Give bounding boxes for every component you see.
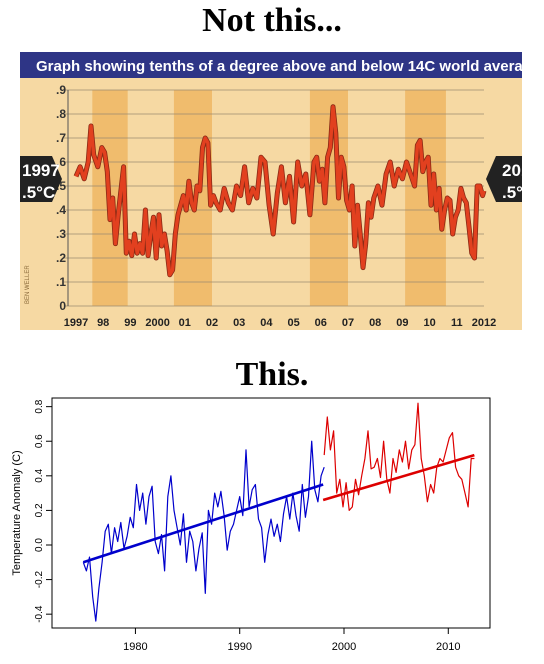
x-tick-label: 05 [287,317,299,329]
y-tick-label: .5 [56,179,66,193]
x-tick-label: 2010 [436,641,460,653]
y-tick-label: 0.4 [34,468,45,482]
left-marker-value: .5°C [22,183,55,202]
header-bar [20,52,522,78]
x-tick-label: 1990 [227,641,251,653]
x-tick-label: 2012 [472,317,496,329]
x-tick-label: 08 [369,317,381,329]
y-tick-label: .2 [56,251,66,265]
chart-not-this: Graph showing tenths of a degree above a… [20,52,522,330]
y-axis-label: Temperature Anomaly (C) [11,450,23,575]
left-marker-year: 1997 [22,161,60,180]
y-tick-label: -0.2 [34,571,45,589]
left-marker-badge [20,156,62,202]
chart-title: Graph showing tenths of a degree above a… [36,58,522,75]
highlight-band [309,90,348,306]
y-tick-label: .7 [56,131,66,145]
y-tick-label: .6 [56,155,66,169]
trend-line [322,453,475,502]
series-line [82,440,325,622]
y-tick-label: .9 [56,83,66,97]
y-tick-label: .3 [56,227,66,241]
trend-line [82,483,324,564]
right-marker-value: .5°C [502,183,522,202]
x-tick-label: 11 [451,317,463,329]
x-tick-label: 1997 [64,317,88,329]
x-tick-label: 2000 [145,317,169,329]
bottom-heading: This. [235,356,309,393]
y-tick-label: 0.0 [34,538,45,552]
x-tick-label: 03 [233,317,245,329]
y-tick-label: .8 [56,107,66,121]
x-tick-label: 1980 [123,641,147,653]
x-tick-label: 01 [179,317,191,329]
right-marker-year: 2012 [502,161,522,180]
x-tick-label: 06 [315,317,327,329]
x-tick-label: 98 [97,317,109,329]
x-tick-label: 99 [124,317,136,329]
x-tick-label: 09 [396,317,408,329]
y-tick-label: -0.4 [34,605,45,623]
x-tick-label: 04 [260,317,273,329]
y-tick-label: .4 [56,203,66,217]
y-tick-label: 0 [59,299,66,313]
x-tick-label: 2000 [332,641,356,653]
y-tick-label: 0.2 [34,503,45,517]
plot-frame [51,397,491,629]
y-tick-label: .1 [56,275,66,289]
top-heading: Not this... [202,2,342,39]
x-tick-label: 10 [423,317,435,329]
y-tick-label: 0.6 [34,434,45,448]
credit-text: BEN WELLER [25,265,31,304]
right-marker-badge [486,156,522,202]
x-tick-label: 02 [206,317,218,329]
series-line [323,402,475,511]
series-line [74,105,486,277]
y-tick-label: 0.8 [34,399,45,413]
x-tick-label: 07 [342,317,354,329]
chart-this: -0.4 -0.2 0.0 0.2 0.4 0.6 0.8 1980 1990 2000 2010 T… [11,397,491,653]
